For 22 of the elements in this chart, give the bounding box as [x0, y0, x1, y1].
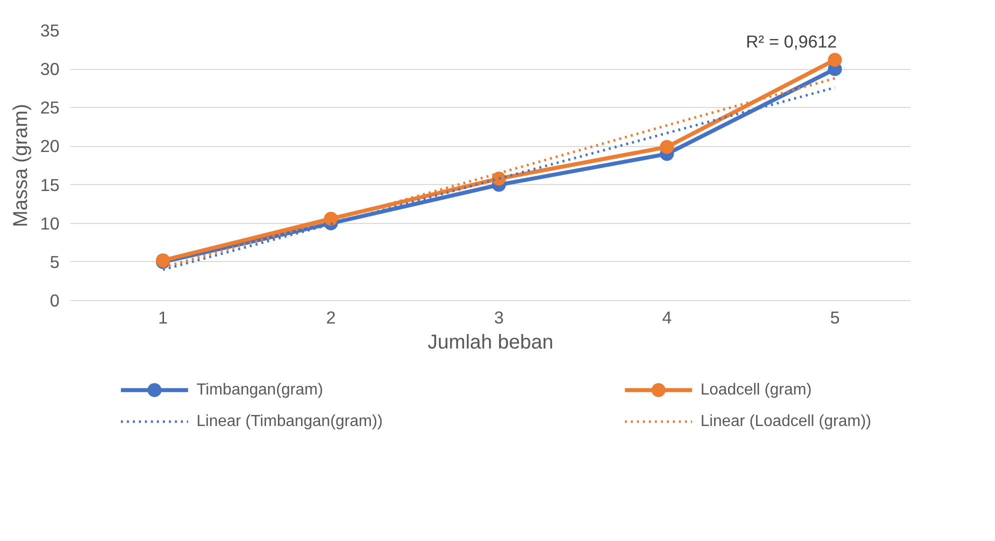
x-tick-label: 5 — [830, 308, 840, 328]
y-tick-label: 25 — [40, 98, 60, 118]
y-tick-label: 5 — [50, 252, 60, 272]
legend-label: Linear (Loadcell (gram)) — [700, 413, 872, 430]
y-tick-label: 20 — [40, 136, 60, 156]
y-tick-label: 10 — [40, 213, 60, 234]
x-tick-label: 1 — [158, 308, 168, 328]
legend-label: Loadcell (gram) — [700, 382, 812, 399]
x-tick-label: 3 — [494, 308, 504, 328]
y-tick-label: 30 — [40, 59, 60, 80]
y-tick-label: 15 — [40, 174, 60, 195]
point — [828, 52, 842, 67]
y-axis-title: Massa (gram) — [10, 104, 32, 228]
annotation: R² = 0,9612 — [746, 31, 837, 52]
x-axis-title: Jumlah beban — [428, 332, 554, 354]
y-tick-label: 35 — [40, 20, 60, 40]
point — [660, 140, 674, 154]
x-tick-label: 2 — [326, 308, 336, 328]
x-tick-label: 4 — [662, 308, 672, 328]
legend-label: Linear (Timbangan(gram)) — [196, 413, 383, 430]
legend-label: Timbangan(gram) — [196, 382, 324, 399]
y-tick-label: 0 — [50, 290, 60, 310]
